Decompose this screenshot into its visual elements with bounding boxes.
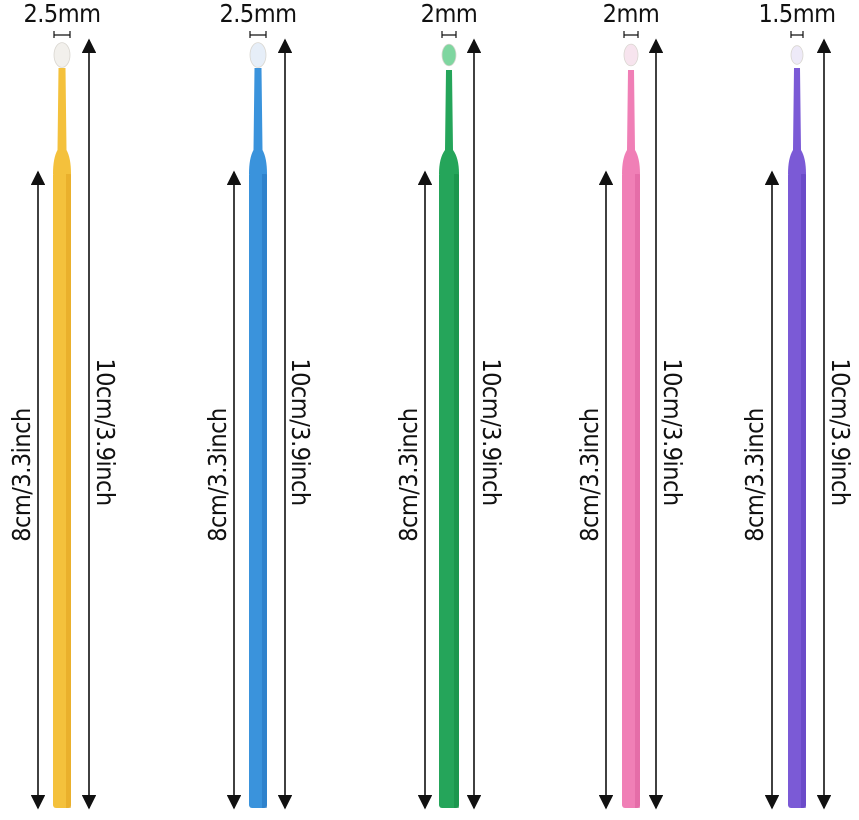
- tip-width-label: 2mm: [420, 0, 478, 28]
- short-length-label: 8cm/3.3inch: [7, 408, 36, 542]
- brush-handle-shade: [454, 172, 459, 808]
- brush-pink: [598, 31, 664, 810]
- brush-handle-shade: [66, 172, 71, 808]
- full-length-label: 10cm/3.9inch: [826, 358, 855, 506]
- brush-handle-shade: [262, 172, 267, 808]
- brush-yellow: [30, 31, 97, 810]
- brush-neck: [622, 70, 640, 174]
- short-length-label: 8cm/3.3inch: [575, 408, 604, 542]
- brush-green: [417, 31, 482, 810]
- tip-width-label: 2.5mm: [23, 0, 101, 28]
- tip-width-bracket: [441, 31, 457, 38]
- full-length-label: 10cm/3.9inch: [658, 358, 687, 506]
- brush-neck: [249, 68, 267, 174]
- brush-handle-shade: [801, 172, 806, 808]
- brush-tip: [53, 42, 71, 68]
- brush-neck: [788, 68, 806, 174]
- brush-neck: [439, 70, 459, 174]
- tip-width-label: 2mm: [602, 0, 660, 28]
- short-length-label: 8cm/3.3inch: [203, 408, 232, 542]
- brush-tip: [249, 42, 267, 68]
- full-length-label: 10cm/3.9inch: [286, 358, 315, 506]
- full-length-label: 10cm/3.9inch: [477, 358, 506, 506]
- brush-handle-shade: [635, 172, 640, 808]
- tip-width-bracket: [623, 31, 639, 38]
- brush-tip: [623, 43, 639, 67]
- brush-blue: [226, 31, 293, 810]
- brush-neck: [53, 68, 71, 174]
- brush-tip: [441, 43, 457, 67]
- brush-purple: [764, 31, 832, 810]
- short-length-label: 8cm/3.3inch: [394, 408, 423, 542]
- tip-width-bracket: [53, 31, 71, 38]
- full-length-label: 10cm/3.9inch: [91, 358, 120, 506]
- brush-tip: [790, 45, 804, 65]
- tip-width-bracket: [790, 31, 804, 38]
- short-length-label: 8cm/3.3inch: [740, 408, 769, 542]
- tip-width-bracket: [249, 31, 267, 38]
- tip-width-label: 2.5mm: [219, 0, 297, 28]
- tip-width-label: 1.5mm: [758, 0, 836, 28]
